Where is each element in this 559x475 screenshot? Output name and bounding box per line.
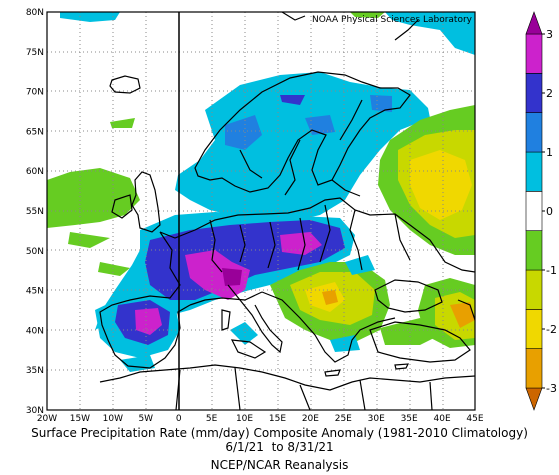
colorbar-segment bbox=[525, 191, 543, 231]
colorbar-segment bbox=[525, 73, 543, 113]
colorbar-segment bbox=[525, 387, 543, 411]
longitude-label: 20W bbox=[37, 414, 57, 424]
colorbar bbox=[525, 11, 543, 411]
latitude-label: 45N bbox=[26, 287, 44, 297]
latitude-label: 30N bbox=[26, 406, 44, 416]
longitude-label: 5W bbox=[138, 414, 153, 424]
latitude-label: 80N bbox=[26, 8, 44, 18]
latitude-label: 65N bbox=[26, 127, 44, 137]
anomaly-region-scandinavia-cyan bbox=[175, 72, 430, 222]
latitude-label: 50N bbox=[26, 247, 44, 257]
longitude-label: 10E bbox=[236, 414, 253, 424]
anomaly-region-arctic bbox=[60, 12, 120, 22]
colorbar-label: 1 bbox=[546, 146, 553, 159]
colorbar-segment bbox=[525, 112, 543, 153]
latitude-label: 40N bbox=[26, 326, 44, 336]
anomaly-region-black-sea-cyan bbox=[345, 255, 375, 275]
longitude-label: 25E bbox=[335, 414, 352, 424]
colorbar-label: -3 bbox=[546, 382, 557, 395]
longitude-label: 15W bbox=[70, 414, 90, 424]
latitude-labels: 30N 35N 40N 45N 50N 55N 60N 65N 70N 75N 80N bbox=[26, 8, 44, 416]
latitude-label: 70N bbox=[26, 88, 44, 98]
longitude-label: 30E bbox=[368, 414, 385, 424]
coastlines bbox=[99, 12, 475, 410]
longitude-label: 0 bbox=[176, 414, 182, 424]
anomaly-region-iceland-green bbox=[110, 118, 135, 128]
anomaly-region-balkans-orange bbox=[322, 290, 338, 305]
longitude-label: 20E bbox=[302, 414, 319, 424]
anomaly-region-arctic-east bbox=[385, 12, 475, 55]
colorbar-segment bbox=[525, 269, 543, 310]
anomaly-region-mediterranean-cyan bbox=[230, 322, 258, 345]
caption-line-1: Surface Precipitation Rate (mm/day) Comp… bbox=[31, 426, 528, 440]
colorbar-label: -2 bbox=[546, 323, 557, 336]
credit-text: NOAA Physical Sciences Laboratory bbox=[312, 15, 473, 25]
latitude-label: 55N bbox=[26, 207, 44, 217]
longitude-label: 10W bbox=[103, 414, 123, 424]
longitude-label: 5E bbox=[206, 414, 218, 424]
latitude-label: 60N bbox=[26, 167, 44, 177]
colorbar-label: 3 bbox=[546, 28, 553, 41]
longitude-label: 45E bbox=[466, 414, 483, 424]
colorbar-segment bbox=[525, 230, 543, 271]
anomaly-region-atlantic-green-2 bbox=[68, 232, 110, 248]
colorbar-segment bbox=[525, 348, 543, 389]
caption-line-2: 6/1/21 to 8/31/21 bbox=[225, 440, 334, 454]
longitude-label: 35E bbox=[401, 414, 418, 424]
longitude-label: 40E bbox=[434, 414, 451, 424]
anomaly-region-caucasus-orange bbox=[450, 302, 475, 328]
anomaly-region-alps-purple bbox=[222, 268, 242, 286]
longitude-label: 15E bbox=[269, 414, 286, 424]
colorbar-segment bbox=[525, 11, 543, 35]
caption-line-3: NCEP/NCAR Reanalysis bbox=[210, 458, 349, 472]
anomaly-region-arctic-east-green bbox=[350, 12, 385, 18]
anomaly-region-russia-yellow bbox=[410, 150, 472, 220]
anomaly-region-turkey-green bbox=[380, 318, 440, 345]
latitude-label: 35N bbox=[26, 366, 44, 376]
longitude-labels: 20W 15W 10W 5W 0 5E 10E 15E 20E 25E 30E 35E 40E 45E bbox=[37, 414, 484, 424]
map-border bbox=[46, 11, 476, 411]
anomaly-region-ireland-green bbox=[98, 262, 130, 276]
anomaly-region-germany-magenta bbox=[280, 232, 322, 255]
anomaly-region-atlantic-green bbox=[47, 168, 140, 228]
colorbar-segment bbox=[525, 33, 543, 74]
colorbar-segment bbox=[525, 151, 543, 192]
colorbar-segment bbox=[525, 309, 543, 349]
anomaly-region-norway-indigo bbox=[280, 95, 305, 105]
anomaly-region-scandinavia-blue bbox=[225, 115, 262, 150]
colorbar-labels: 3 2 1 0 -1 -2 -3 bbox=[542, 28, 557, 395]
anomaly-region-iberia-magenta bbox=[135, 308, 162, 335]
anomaly-region-france-magenta bbox=[185, 250, 250, 300]
colorbar-label: 2 bbox=[546, 87, 553, 100]
colorbar-label: 0 bbox=[546, 205, 553, 218]
anomaly-region-kola-blue bbox=[370, 95, 392, 112]
latitude-label: 75N bbox=[26, 48, 44, 58]
colorbar-label: -1 bbox=[546, 264, 557, 277]
